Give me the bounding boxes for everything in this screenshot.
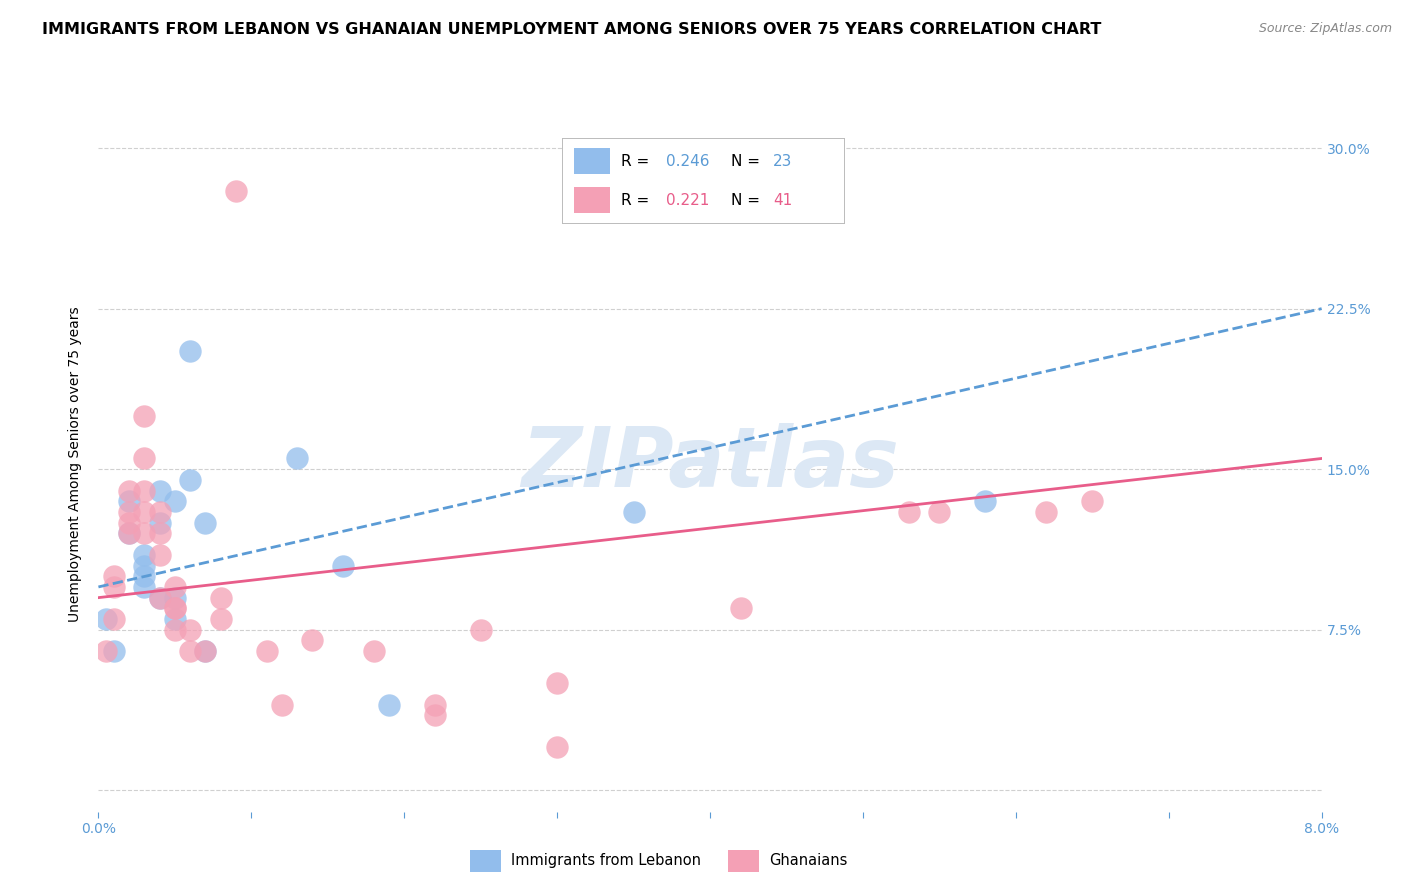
Point <box>149 483 172 498</box>
Point <box>94 612 117 626</box>
Bar <box>470 849 501 872</box>
Point <box>285 451 308 466</box>
Point <box>730 601 752 615</box>
Point <box>149 591 172 605</box>
Point <box>118 516 141 530</box>
Point <box>194 644 217 658</box>
Point <box>118 494 141 508</box>
Point <box>256 644 278 658</box>
Point <box>163 591 186 605</box>
Text: 41: 41 <box>773 193 793 208</box>
Point <box>546 676 568 690</box>
Point <box>149 526 172 541</box>
Text: 23: 23 <box>773 153 793 169</box>
Y-axis label: Unemployment Among Seniors over 75 years: Unemployment Among Seniors over 75 years <box>69 306 83 622</box>
Point <box>163 601 186 615</box>
Point <box>103 580 125 594</box>
Point <box>194 516 217 530</box>
Point <box>209 591 232 605</box>
Text: 0.221: 0.221 <box>666 193 710 208</box>
Point <box>134 451 156 466</box>
Point <box>134 526 156 541</box>
Point <box>179 344 201 359</box>
Point <box>118 526 141 541</box>
Text: R =: R = <box>621 153 650 169</box>
Point <box>134 548 156 562</box>
Point <box>118 505 141 519</box>
Point <box>134 558 156 573</box>
Point <box>623 505 645 519</box>
Bar <box>728 849 759 872</box>
Point <box>897 505 920 519</box>
Point <box>470 623 492 637</box>
Bar <box>574 148 610 174</box>
Text: Immigrants from Lebanon: Immigrants from Lebanon <box>510 854 700 868</box>
Point <box>149 548 172 562</box>
Text: N =: N = <box>731 153 761 169</box>
Text: Source: ZipAtlas.com: Source: ZipAtlas.com <box>1258 22 1392 36</box>
Point <box>163 494 186 508</box>
Text: 0.246: 0.246 <box>666 153 710 169</box>
Point <box>163 623 186 637</box>
Point <box>163 612 186 626</box>
Point <box>103 569 125 583</box>
Point <box>149 516 172 530</box>
Point <box>225 184 247 198</box>
Point <box>423 698 446 712</box>
Point <box>974 494 997 508</box>
Text: ZIPatlas: ZIPatlas <box>522 424 898 504</box>
Point <box>332 558 354 573</box>
Text: R =: R = <box>621 193 650 208</box>
Point <box>118 483 141 498</box>
Point <box>134 409 156 423</box>
Point <box>134 569 156 583</box>
Point <box>1081 494 1104 508</box>
Point <box>270 698 294 712</box>
Point <box>163 580 186 594</box>
Point <box>134 483 156 498</box>
Point <box>301 633 323 648</box>
Point <box>134 580 156 594</box>
Point <box>149 505 172 519</box>
Point <box>363 644 385 658</box>
Point <box>103 644 125 658</box>
Text: IMMIGRANTS FROM LEBANON VS GHANAIAN UNEMPLOYMENT AMONG SENIORS OVER 75 YEARS COR: IMMIGRANTS FROM LEBANON VS GHANAIAN UNEM… <box>42 22 1101 37</box>
Point <box>179 644 201 658</box>
Text: N =: N = <box>731 193 761 208</box>
Point <box>194 644 217 658</box>
Text: Ghanaians: Ghanaians <box>769 854 848 868</box>
Point <box>209 612 232 626</box>
Point <box>179 623 201 637</box>
Bar <box>574 187 610 213</box>
Point <box>546 740 568 755</box>
Point <box>118 526 141 541</box>
Point <box>103 612 125 626</box>
Point <box>163 601 186 615</box>
Point <box>94 644 117 658</box>
Point <box>928 505 950 519</box>
Point <box>378 698 401 712</box>
Point <box>1035 505 1057 519</box>
Point <box>134 505 156 519</box>
Point <box>179 473 201 487</box>
Point <box>149 591 172 605</box>
Point <box>423 708 446 723</box>
